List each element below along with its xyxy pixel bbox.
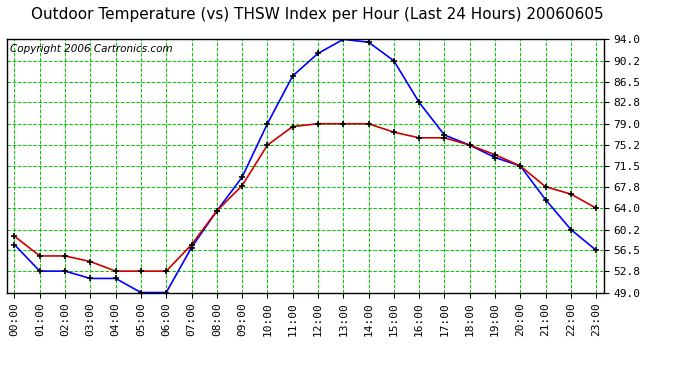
- Text: Outdoor Temperature (vs) THSW Index per Hour (Last 24 Hours) 20060605: Outdoor Temperature (vs) THSW Index per …: [31, 8, 604, 22]
- Text: Copyright 2006 Cartronics.com: Copyright 2006 Cartronics.com: [10, 45, 172, 54]
